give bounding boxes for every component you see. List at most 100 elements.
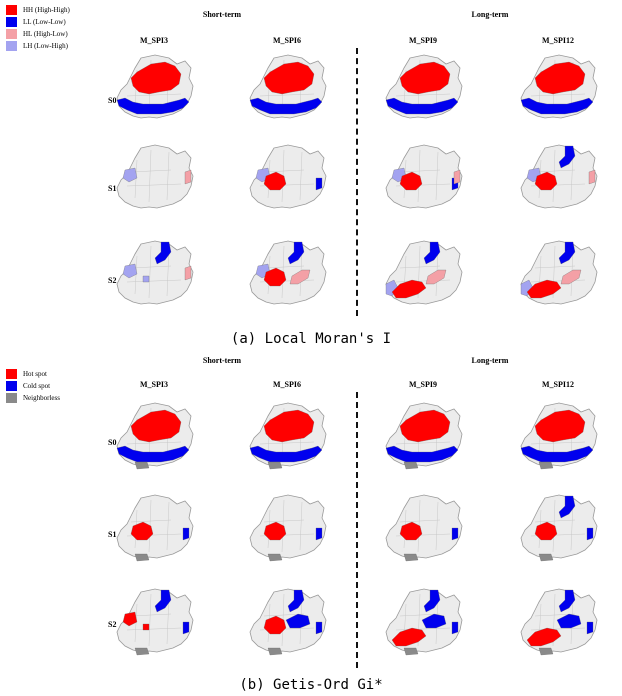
cluster-region xyxy=(267,553,283,562)
cluster-region xyxy=(142,623,150,631)
map-b xyxy=(244,492,330,562)
cluster-region xyxy=(534,171,558,191)
hh-swatch-icon xyxy=(6,5,17,15)
term-divider xyxy=(356,392,358,668)
cluster-region xyxy=(403,553,419,562)
map-b xyxy=(380,400,466,470)
district-line xyxy=(126,93,182,97)
column-label: M_SPI12 xyxy=(542,380,574,389)
cluster-region xyxy=(287,589,305,613)
cluster-region xyxy=(134,647,150,656)
region-base xyxy=(385,494,463,559)
region-base xyxy=(116,144,194,209)
cluster-region xyxy=(285,613,311,629)
cluster-region xyxy=(263,61,315,95)
cluster-region xyxy=(263,521,287,541)
district-line xyxy=(263,169,305,173)
legend-item: LL (Low-Low) xyxy=(6,16,70,28)
map-a xyxy=(515,52,601,122)
map-b xyxy=(111,492,197,562)
column-label: M_SPI3 xyxy=(140,380,168,389)
district-line xyxy=(395,93,451,97)
district-line xyxy=(126,441,182,445)
cluster-region xyxy=(586,527,594,541)
row-label: S1 xyxy=(108,184,117,193)
cluster-region xyxy=(453,169,461,185)
column-label: M_SPI9 xyxy=(409,36,437,45)
cluster-region xyxy=(315,177,323,191)
district-line xyxy=(126,183,182,187)
cluster-region xyxy=(315,621,323,635)
group-title-short-term: Short-term xyxy=(202,10,242,19)
map-b xyxy=(111,586,197,656)
cluster-region xyxy=(249,97,323,115)
cluster-region xyxy=(289,269,311,285)
district-line xyxy=(435,151,439,201)
legend-item: Cold spot xyxy=(6,380,60,392)
district-line xyxy=(530,279,586,283)
cluster-region xyxy=(249,445,323,463)
legend-item: HL (High-Low) xyxy=(6,28,70,40)
cluster-region xyxy=(399,171,423,191)
region-base xyxy=(385,144,463,209)
cluster-region xyxy=(315,527,323,541)
district-line xyxy=(166,595,170,645)
district-line xyxy=(134,255,138,295)
district-line xyxy=(126,279,182,283)
cluster-region xyxy=(425,269,447,285)
map-a xyxy=(244,52,330,122)
region-base xyxy=(249,494,327,559)
district-line xyxy=(130,265,172,269)
cluster-region xyxy=(558,145,576,169)
region-base xyxy=(520,144,598,209)
cluster-region xyxy=(558,241,576,265)
district-line xyxy=(148,593,152,647)
row-label: S0 xyxy=(108,96,117,105)
district-line xyxy=(534,265,576,269)
cold-spot-swatch-icon xyxy=(6,381,17,391)
cluster-region xyxy=(558,589,576,613)
map-a xyxy=(244,238,330,308)
district-line xyxy=(299,501,303,551)
cluster-region xyxy=(399,409,451,443)
hot-spot-swatch-icon xyxy=(6,369,17,379)
column-label: M_SPI6 xyxy=(273,380,301,389)
cluster-region xyxy=(263,171,287,191)
map-b xyxy=(380,492,466,562)
cluster-region xyxy=(263,409,315,443)
cluster-region xyxy=(154,589,172,613)
column-label: M_SPI12 xyxy=(542,36,574,45)
map-b xyxy=(515,586,601,656)
district-line xyxy=(399,519,441,523)
district-line xyxy=(299,151,303,201)
caption-a: (a) Local Moran's I xyxy=(230,331,392,347)
district-line xyxy=(263,519,305,523)
cluster-region xyxy=(399,61,451,95)
cluster-region xyxy=(122,611,138,627)
cluster-region xyxy=(421,613,447,629)
cluster-region xyxy=(588,169,596,185)
map-a xyxy=(515,238,601,308)
legend-item: HH (High-High) xyxy=(6,4,70,16)
cluster-region xyxy=(134,553,150,562)
cluster-region xyxy=(134,461,150,470)
district-line xyxy=(259,93,315,97)
map-b xyxy=(380,586,466,656)
legend-b: Hot spot Cold spot Neighborless xyxy=(6,368,60,404)
map-b xyxy=(244,586,330,656)
cluster-region xyxy=(451,621,459,635)
cluster-region xyxy=(263,615,287,635)
region-base xyxy=(116,588,194,653)
district-line xyxy=(148,149,152,203)
cluster-region xyxy=(267,461,283,470)
map-a xyxy=(380,142,466,212)
cluster-region xyxy=(130,61,182,95)
row-label: S0 xyxy=(108,438,117,447)
district-line xyxy=(166,247,170,297)
district-line xyxy=(148,245,152,299)
cluster-region xyxy=(122,263,138,279)
cluster-region xyxy=(403,647,419,656)
map-a xyxy=(380,238,466,308)
district-line xyxy=(134,159,138,199)
cluster-region xyxy=(526,627,562,647)
